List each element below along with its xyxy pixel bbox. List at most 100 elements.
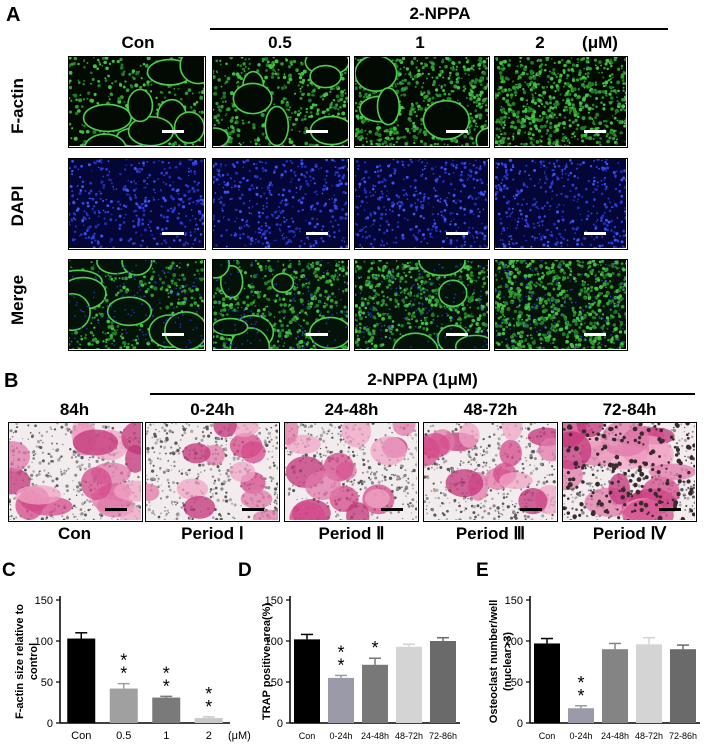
panel-a-row-factin: F-actin	[8, 78, 27, 134]
bar	[534, 643, 560, 723]
trap-stain-image-4	[562, 422, 697, 522]
significance-marker: *	[163, 663, 170, 683]
scale-bar	[162, 333, 184, 336]
bar-charts: CF-actin size relative to control05010015…	[2, 560, 700, 742]
y-tick-label: 50	[41, 677, 53, 689]
micrograph-f-actin-0	[68, 56, 206, 148]
micrograph-dapi-0	[68, 158, 206, 250]
scale-bar	[584, 232, 606, 235]
panel-b-time-0-24: 0-24h	[190, 400, 235, 419]
y-tick-label: 100	[265, 636, 283, 648]
y-tick-label: 150	[35, 595, 53, 607]
panel-a-group-line	[210, 28, 668, 30]
micrograph-dapi-2	[354, 158, 490, 250]
panel-a-col-con: Con	[121, 33, 155, 52]
bar	[294, 639, 320, 723]
y-tick-label: 150	[505, 595, 523, 607]
panel-a-letter: A	[6, 4, 21, 26]
panel-a-col-1: 1	[415, 33, 425, 52]
micrograph-f-actin-3	[494, 56, 628, 148]
scale-bar	[306, 232, 328, 235]
significance-marker: *	[337, 642, 344, 662]
panel-b-time-72-84: 72-84h	[602, 400, 657, 419]
panel-a-col-2: 2	[535, 33, 545, 52]
bar	[328, 677, 354, 723]
x-tick-label: 0.5	[116, 730, 131, 742]
panel-b-caption-period2: Period Ⅱ	[318, 524, 385, 543]
x-tick-label: 48-72h	[635, 731, 663, 741]
y-axis-label: (nuclear>3)	[502, 632, 514, 691]
scale-bar	[659, 508, 681, 511]
significance-marker: *	[163, 676, 170, 696]
panel-a-group-label: 2-NPPA	[409, 4, 471, 23]
x-tick-label: Con	[71, 730, 91, 742]
x-tick-label: 48-72h	[395, 731, 423, 741]
bar	[67, 638, 96, 723]
panel-b-time-84h: 84h	[59, 400, 90, 419]
y-axis-label: TRAP positive area(%)	[261, 603, 273, 721]
chart-e: E Osteoclast number/well (nuclear>3) 0 50 100…	[476, 560, 700, 741]
y-tick-label: 0	[47, 718, 53, 730]
bar	[602, 649, 628, 723]
micrograph-merge-0	[68, 259, 206, 351]
panel-a-row-dapi: DAPI	[8, 185, 27, 227]
x-tick-label: 72-86h	[669, 731, 697, 741]
x-tick-label: 72-86h	[429, 731, 457, 741]
scale-bar	[446, 232, 468, 235]
y-tick-label: 100	[35, 636, 53, 648]
bar	[568, 708, 594, 723]
scale-bar	[446, 130, 468, 133]
scale-bar	[242, 508, 264, 511]
chart-c: C F-actin size relative to control 0 50 100 15…	[2, 560, 251, 742]
significance-marker: *	[577, 673, 584, 693]
bar	[636, 644, 662, 723]
bar	[430, 641, 456, 723]
scale-bar	[584, 333, 606, 336]
bar	[396, 646, 422, 723]
y-tick-label: 0	[517, 718, 523, 730]
significance-marker: *	[120, 664, 127, 684]
x-tick-label: Con	[539, 731, 556, 741]
trap-stain-image-2	[284, 422, 419, 522]
x-tick-label: 24-48h	[601, 731, 629, 741]
y-tick-label: 0	[277, 718, 283, 730]
scale-bar	[162, 232, 184, 235]
micrograph-merge-1	[212, 259, 350, 351]
x-tick-label: 0-24h	[329, 731, 352, 741]
panel-a-unit: (μM)	[582, 33, 618, 52]
panel-b-letter: B	[4, 370, 19, 392]
panel-b-caption-con: Con	[57, 524, 92, 543]
x-tick-label: 1	[163, 730, 169, 742]
x-tick-label: 24-48h	[361, 731, 389, 741]
micrograph-merge-2	[354, 259, 490, 351]
bar	[362, 664, 388, 723]
y-tick-label: 100	[505, 636, 523, 648]
panel-b-time-24-48: 24-48h	[324, 400, 379, 419]
scale-bar	[162, 130, 184, 133]
bar	[194, 718, 223, 723]
significance-marker: *	[337, 655, 344, 675]
panel-a-row-merge: Merge	[8, 274, 27, 326]
micrograph-f-actin-1	[212, 56, 350, 148]
y-tick-label: 150	[265, 595, 283, 607]
micrograph-f-actin-2	[354, 56, 490, 148]
panel-b-time-48-72: 48-72h	[463, 400, 518, 419]
x-tick-label: 2	[206, 730, 212, 742]
x-tick-label: Con	[299, 731, 316, 741]
y-axis-label: control	[28, 643, 40, 680]
trap-stain-image-3	[423, 422, 558, 522]
panel-b-caption-period1: Period Ⅰ	[181, 524, 244, 543]
y-tick-label: 50	[271, 677, 283, 689]
panel-b-group-label: 2-NPPA (1μM)	[367, 370, 478, 389]
panel-letter: E	[476, 560, 489, 581]
micrograph-dapi-1	[212, 158, 350, 250]
significance-marker: *	[577, 686, 584, 706]
significance-marker: *	[120, 651, 127, 671]
trap-stain-image-1	[145, 422, 280, 522]
scale-bar	[105, 508, 127, 511]
trap-stain-image-0	[8, 422, 143, 522]
scale-bar	[584, 130, 606, 133]
panel-b-group-line	[150, 393, 695, 395]
significance-marker: *	[371, 638, 378, 658]
